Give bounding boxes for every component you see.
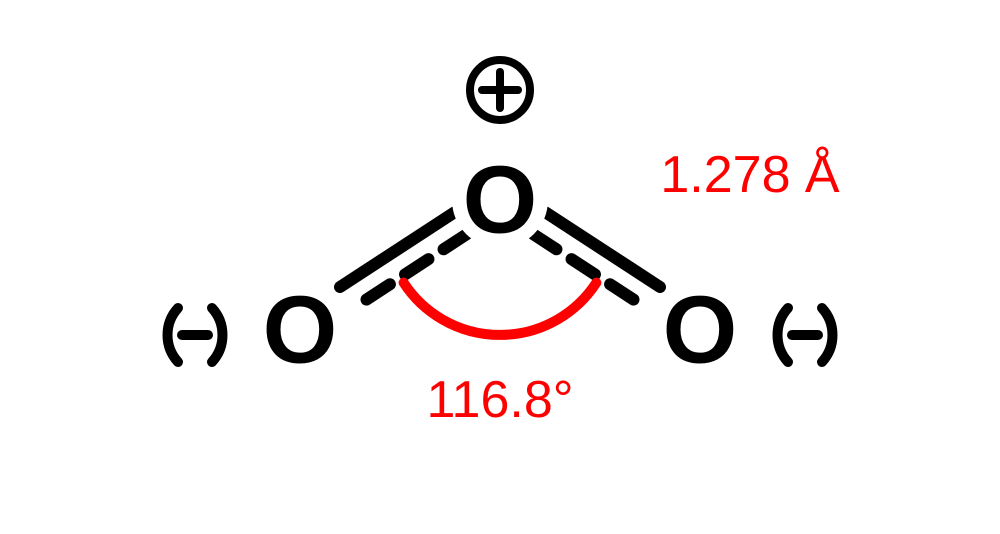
bond-right xyxy=(533,212,660,309)
charge-minus-left-icon xyxy=(168,308,223,362)
bond-left xyxy=(340,212,467,309)
atom-central: O xyxy=(452,147,548,254)
atom-left: O xyxy=(252,277,348,384)
bond-angle-label: 116.8° xyxy=(426,371,573,429)
ozone-structure-diagram: O O O 1.278 Å 116.8° xyxy=(0,0,1000,534)
charge-plus-icon xyxy=(470,60,530,120)
atom-left-label: O xyxy=(263,277,338,384)
bond-angle-arc xyxy=(404,283,597,335)
atom-central-label: O xyxy=(463,147,538,254)
bond-length-label: 1.278 Å xyxy=(660,146,840,204)
charge-minus-right-icon xyxy=(778,308,833,362)
atom-right-label: O xyxy=(663,277,738,384)
atom-right: O xyxy=(652,277,748,384)
